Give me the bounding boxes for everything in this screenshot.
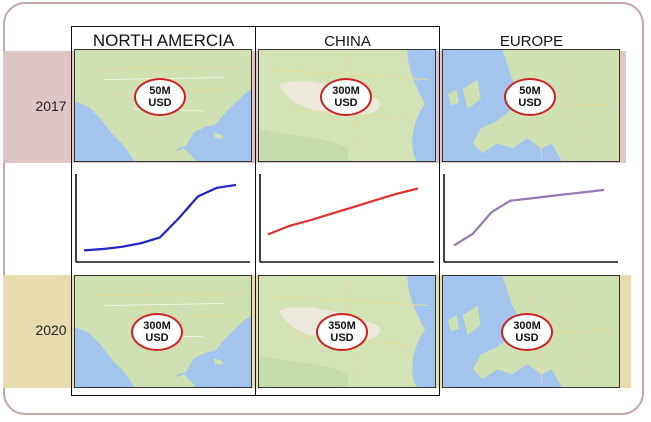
- header-north-america: NORTH AMERCIA: [92, 31, 235, 50]
- header-europe: EUROPE: [499, 33, 564, 50]
- badge-unit: USD: [515, 332, 539, 344]
- badge-unit: USD: [148, 97, 172, 109]
- value-badge-china-2017: 300M USD: [320, 78, 372, 116]
- badge-amount: 300M: [143, 320, 171, 332]
- series-line: [267, 187, 419, 236]
- trend-chart-europe: [442, 170, 620, 266]
- badge-amount: 300M: [513, 320, 541, 332]
- value-badge-north-america-2017: 50M USD: [134, 78, 186, 116]
- value-badge-north-america-2020: 300M USD: [131, 313, 183, 351]
- trend-chart-north-america: [74, 170, 252, 266]
- badge-unit: USD: [330, 332, 354, 344]
- badge-unit: USD: [334, 97, 358, 109]
- column-divider-2: [439, 26, 440, 396]
- badge-amount: 350M: [328, 320, 356, 332]
- trend-chart-svg: [75, 174, 250, 263]
- table-bottom-border: [71, 395, 440, 396]
- trend-chart-svg: [443, 174, 618, 263]
- year-label-2020: 2020: [35, 322, 67, 338]
- badge-unit: USD: [518, 97, 542, 109]
- series-line: [83, 183, 237, 252]
- table-left-border: [71, 26, 72, 396]
- value-badge-europe-2017: 50M USD: [504, 78, 556, 116]
- badge-unit: USD: [145, 332, 169, 344]
- column-divider-1: [255, 26, 256, 396]
- trend-chart-svg: [259, 174, 434, 263]
- value-badge-europe-2020: 300M USD: [501, 313, 553, 351]
- header-china: CHINA: [324, 33, 371, 50]
- value-badge-china-2020: 350M USD: [316, 313, 368, 351]
- trend-chart-china: [258, 170, 436, 266]
- badge-amount: 50M: [149, 85, 171, 97]
- series-line: [453, 188, 605, 247]
- badge-amount: 50M: [519, 85, 541, 97]
- badge-amount: 300M: [332, 85, 360, 97]
- year-label-2017: 2017: [35, 98, 67, 114]
